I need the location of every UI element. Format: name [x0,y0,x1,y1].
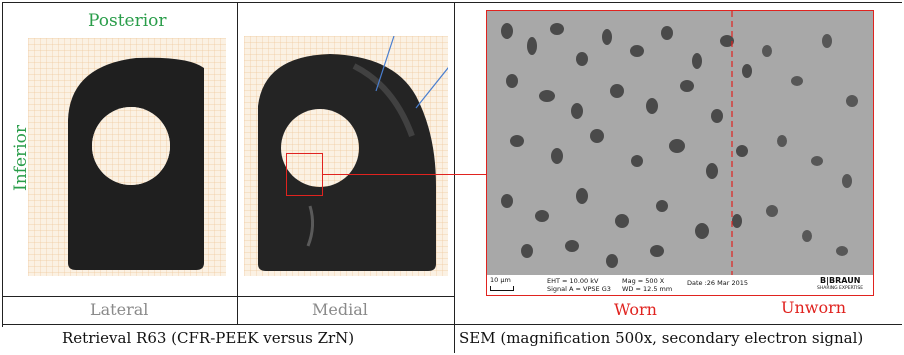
worn-label: Worn [614,300,657,319]
unworn-label: Unworn [781,298,847,317]
divider-mid [454,2,455,353]
zoom-connector-line [322,174,486,175]
zoom-region-box [286,153,323,196]
caption-divider [2,324,902,325]
medial-label: Medial [312,300,368,319]
sem-wd: WD = 12.5 mm [622,285,673,293]
sem-scale-bar [490,286,514,291]
sem-image: 10 µm EHT = 10.00 kV Signal A = VPSE G3 … [486,10,874,296]
divider-left [237,2,238,324]
sem-signal: Signal A = VPSE G3 [547,285,611,293]
outer-top-border [2,2,902,3]
row-divider [2,296,454,297]
sem-brand-logo: B|BRAUN [820,276,861,285]
left-caption: Retrieval R63 (CFR-PEEK versus ZrN) [62,329,355,347]
sem-mag: Mag = 500 X [622,277,665,285]
sem-date: Date :26 Mar 2015 [687,279,749,287]
right-caption: SEM (magnification 500x, secondary elect… [459,329,864,347]
lateral-retrieval-image [28,38,226,276]
sem-scale-text: 10 µm [490,276,511,284]
sem-eht: EHT = 10.00 kV [547,277,599,285]
sem-info-bar: 10 µm EHT = 10.00 kV Signal A = VPSE G3 … [487,275,873,295]
inferior-label: Inferior [10,125,31,191]
medial-retrieval-image [244,36,448,276]
lateral-label: Lateral [90,300,149,319]
outer-left-border [2,2,3,327]
posterior-label: Posterior [88,11,167,31]
sem-brand-sub: SHARING EXPERTISE [817,286,864,291]
